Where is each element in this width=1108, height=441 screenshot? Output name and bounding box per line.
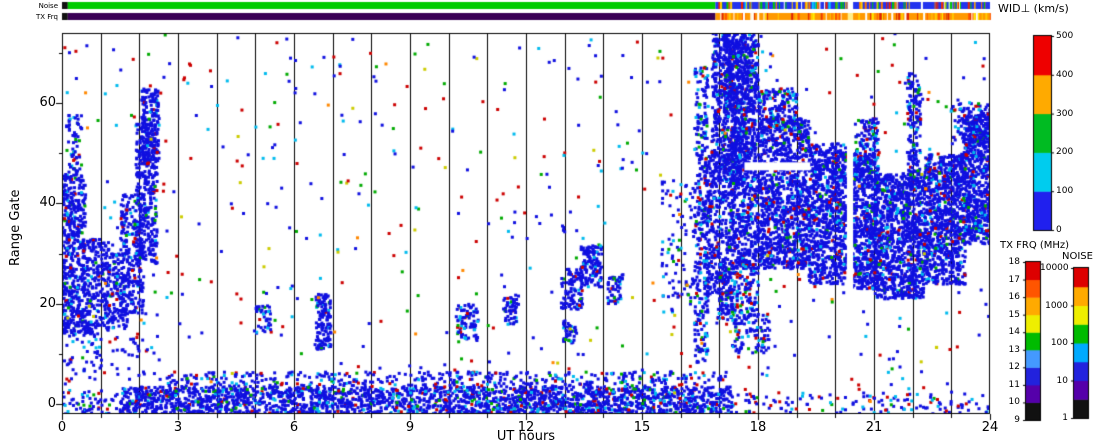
x-tick-label: 3 <box>173 420 183 435</box>
x-tick-label: 6 <box>289 420 299 435</box>
txfrq-colorbar-tick-label: 14 <box>1008 327 1020 338</box>
noise-colorbar-tick-label: 100 <box>1050 338 1068 348</box>
txfrq-colorbar-tick-label: 18 <box>1008 257 1020 267</box>
wid-colorbar-tick-label: 200 <box>1056 147 1074 158</box>
noise-colorbar-tick-label: 1 <box>1062 413 1068 423</box>
x-axis-label: UT hours <box>496 429 556 441</box>
txfrq-colorbar-tick-label: 12 <box>1008 362 1020 373</box>
x-tick-label: 18 <box>749 420 767 435</box>
txfrq-colorbar-tick-label: 16 <box>1008 292 1020 303</box>
x-tick-label: 0 <box>57 420 67 435</box>
noise-strip-label: Noise <box>38 2 58 10</box>
x-tick-label: 21 <box>865 420 883 435</box>
y-tick-label: 40 <box>39 195 56 211</box>
noise-colorbar-tick-label: 10000 <box>1040 263 1069 273</box>
txfrq-colorbar-tick-label: 17 <box>1008 274 1020 285</box>
wid-colorbar-tick-label: 300 <box>1056 108 1074 119</box>
txfrq-colorbar-tick-label: 9 <box>1014 415 1020 425</box>
y-tick-label: 60 <box>39 95 56 111</box>
txfrq-colorbar-tick-label: 11 <box>1008 379 1020 390</box>
txfrq-colorbar-tick-label: 10 <box>1008 397 1020 408</box>
wid-colorbar-tick-label: 100 <box>1056 186 1074 197</box>
wid-colorbar-title: WID⊥ (km/s) <box>998 2 1069 15</box>
noise-colorbar-title: NOISE <box>1062 251 1093 262</box>
wid-colorbar-tick-label: 0 <box>1056 225 1062 235</box>
x-tick-label: 24 <box>981 420 999 435</box>
noise-colorbar-tick-label: 10 <box>1056 375 1068 386</box>
x-tick-label: 9 <box>405 420 415 435</box>
y-axis-label: Range Gate <box>8 189 23 266</box>
txfrq-colorbar-tick-label: 13 <box>1008 344 1020 355</box>
txfrq-colorbar-tick-label: 15 <box>1008 309 1020 320</box>
txfrq-colorbar-title: TX FRQ (MHz) <box>1000 240 1070 251</box>
wid-colorbar-tick-label: 400 <box>1056 69 1074 80</box>
x-tick-label: 12 <box>517 420 535 435</box>
x-tick-label: 15 <box>633 420 651 435</box>
y-tick-label: 0 <box>47 395 56 411</box>
noise-colorbar-tick-label: 1000 <box>1045 300 1068 311</box>
wid-colorbar-tick-label: 500 <box>1056 31 1074 41</box>
tx-strip-label: TX Frq <box>35 13 58 21</box>
y-tick-label: 20 <box>39 295 56 311</box>
